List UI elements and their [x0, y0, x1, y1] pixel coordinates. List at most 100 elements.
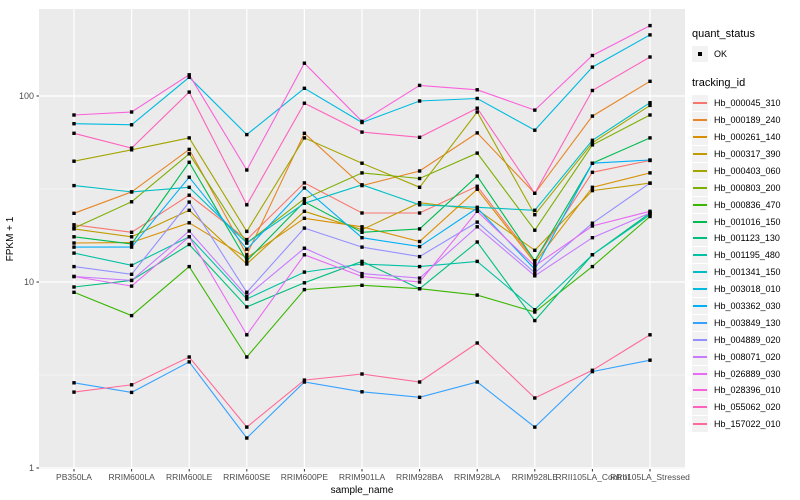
- data-point: [590, 224, 595, 228]
- data-point: [533, 228, 537, 232]
- data-point: [648, 33, 652, 37]
- data-point: [417, 169, 422, 173]
- data-point: [245, 229, 249, 234]
- data-point: [129, 263, 134, 267]
- data-point: [302, 246, 307, 250]
- data-point: [533, 318, 537, 323]
- x-tick-label: RRIM928LA: [454, 472, 501, 482]
- legend: quant_status OK tracking_id Hb_000045_31…: [692, 28, 798, 447]
- data-point: [129, 278, 134, 283]
- data-point: [187, 229, 191, 233]
- data-point: [360, 183, 364, 187]
- data-point: [245, 132, 249, 137]
- y-tick-label: 100: [19, 91, 34, 101]
- legend-item-Hb_000403_060: Hb_000403_060: [692, 162, 798, 179]
- data-point: [187, 90, 191, 94]
- legend-item-Hb_001016_150: Hb_001016_150: [692, 213, 798, 230]
- legend-key-swatch: [692, 416, 708, 433]
- data-point: [72, 381, 76, 385]
- data-point: [475, 110, 479, 114]
- data-point: [648, 209, 652, 213]
- data-point: [417, 239, 422, 244]
- legend-key-swatch: [692, 399, 708, 416]
- data-point: [590, 114, 595, 118]
- legend-key-swatch: [692, 382, 708, 399]
- legend-item-Hb_000317_390: Hb_000317_390: [692, 146, 798, 163]
- line-swatch-icon: [693, 288, 707, 291]
- line-swatch-icon: [693, 119, 707, 122]
- data-point: [187, 208, 191, 212]
- data-point: [648, 113, 652, 117]
- data-point: [360, 130, 364, 134]
- legend-key-swatch: [692, 230, 708, 247]
- data-point: [245, 203, 249, 207]
- x-tick-label: RRII105LA_Control: [556, 472, 630, 482]
- legend-key-swatch: [692, 162, 708, 179]
- legend-item-Hb_000261_140: Hb_000261_140: [692, 129, 798, 146]
- legend-item-label: Hb_001123_130: [714, 233, 780, 244]
- legend-key-swatch: [692, 146, 708, 162]
- legend-key-swatch: [692, 95, 708, 112]
- data-point: [72, 245, 76, 249]
- data-point: [417, 380, 422, 384]
- data-point: [245, 333, 249, 337]
- data-point: [475, 184, 479, 188]
- data-point: [302, 253, 307, 257]
- data-point: [590, 264, 595, 269]
- data-point: [417, 83, 422, 88]
- data-point: [533, 308, 537, 312]
- legend-key-swatch: [692, 348, 708, 365]
- y-tick-label: 10: [24, 277, 34, 287]
- data-point: [648, 214, 652, 219]
- legend-item-label: Hb_000045_310: [714, 98, 781, 109]
- data-point: [72, 122, 76, 126]
- y-axis-title: FPKM + 1: [5, 216, 16, 261]
- data-point: [590, 185, 595, 189]
- legend-item-label: Hb_008071_020: [714, 351, 781, 362]
- data-point: [360, 119, 364, 124]
- legend-item-label: Hb_026889_030: [714, 368, 781, 379]
- data-point: [417, 264, 422, 269]
- data-point: [72, 241, 76, 245]
- data-point: [533, 208, 537, 212]
- legend-item-Hb_000045_310: Hb_000045_310: [692, 95, 798, 112]
- data-point: [245, 262, 249, 266]
- legend-key-swatch: [692, 264, 708, 281]
- x-tick-label: PB350LA: [56, 472, 92, 482]
- data-point: [360, 171, 364, 175]
- data-point: [302, 287, 307, 292]
- data-point: [187, 75, 191, 79]
- data-point: [129, 190, 134, 194]
- legend-item-Hb_004889_020: Hb_004889_020: [692, 331, 798, 348]
- legend-key-swatch: [692, 213, 708, 230]
- data-point: [475, 225, 479, 229]
- data-point: [533, 191, 537, 195]
- line-swatch-icon: [693, 102, 707, 105]
- data-point: [533, 108, 537, 112]
- legend-item-Hb_000803_200: Hb_000803_200: [692, 179, 798, 196]
- data-point: [360, 274, 364, 279]
- data-point: [129, 313, 134, 318]
- legend-key-swatch: [692, 331, 708, 348]
- legend-key-swatch: [692, 314, 708, 331]
- data-point: [590, 170, 595, 174]
- data-point: [360, 236, 364, 240]
- legend-item-label: Hb_000261_140: [714, 132, 781, 143]
- y-tick-label: 1: [29, 463, 34, 473]
- legend-item-Hb_001123_130: Hb_001123_130: [692, 230, 798, 247]
- data-point: [360, 245, 364, 249]
- data-point: [302, 136, 307, 140]
- data-point: [187, 185, 191, 189]
- data-point: [245, 305, 249, 309]
- data-point: [245, 294, 249, 298]
- data-point: [245, 241, 249, 245]
- data-point: [187, 152, 191, 156]
- data-point: [590, 368, 595, 372]
- data-point: [72, 183, 76, 188]
- legend-item-label: Hb_028396_010: [714, 385, 781, 396]
- legend-key-swatch: [692, 247, 708, 264]
- square-point-icon: [698, 52, 702, 57]
- legend-item-Hb_000189_240: Hb_000189_240: [692, 112, 798, 129]
- data-point: [417, 280, 422, 284]
- data-point: [533, 310, 537, 314]
